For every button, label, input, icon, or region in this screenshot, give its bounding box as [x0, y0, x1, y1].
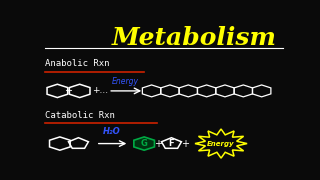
Polygon shape: [195, 129, 247, 158]
Text: H₂O: H₂O: [103, 127, 121, 136]
Text: Anabolic Rxn: Anabolic Rxn: [45, 59, 109, 68]
Text: Energy: Energy: [207, 141, 235, 147]
Text: +: +: [181, 139, 189, 148]
Text: Metabolism: Metabolism: [111, 26, 276, 50]
Text: G: G: [141, 139, 148, 148]
Text: +...: +...: [92, 86, 108, 95]
Text: F: F: [169, 139, 174, 148]
Text: +: +: [65, 86, 73, 96]
Polygon shape: [134, 137, 155, 150]
Text: Energy: Energy: [112, 77, 139, 86]
Text: Catabolic Rxn: Catabolic Rxn: [45, 111, 115, 120]
Text: +: +: [154, 139, 162, 148]
